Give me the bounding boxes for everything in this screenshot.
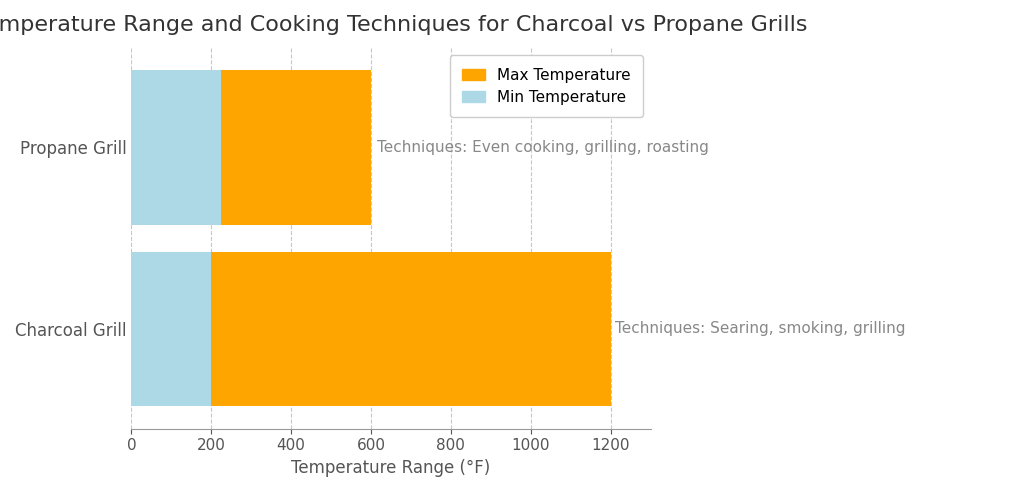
Text: Techniques: Searing, smoking, grilling: Techniques: Searing, smoking, grilling	[614, 321, 905, 337]
Bar	[131, 252, 211, 406]
Title: Temperature Range and Cooking Techniques for Charcoal vs Propane Grills: Temperature Range and Cooking Techniques…	[0, 15, 807, 35]
X-axis label: Temperature Range (°F): Temperature Range (°F)	[292, 459, 490, 477]
Bar	[131, 70, 221, 224]
Bar	[221, 70, 371, 224]
Bar	[211, 252, 610, 406]
Text: Techniques: Even cooking, grilling, roasting: Techniques: Even cooking, grilling, roas…	[377, 140, 709, 155]
Legend: Max Temperature, Min Temperature: Max Temperature, Min Temperature	[450, 55, 643, 118]
